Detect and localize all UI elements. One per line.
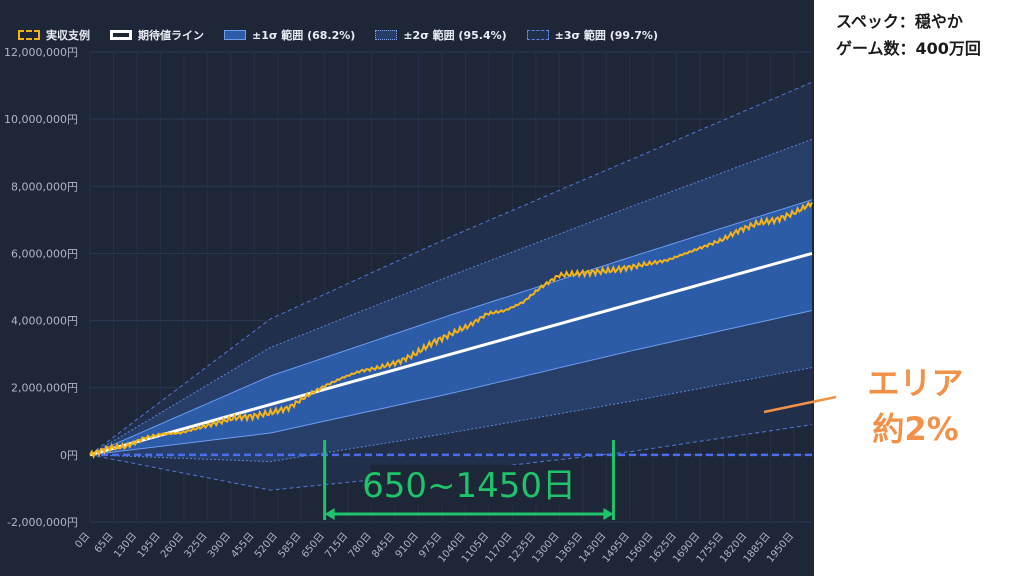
range-arrow-right-icon <box>603 508 614 520</box>
area-pointer-line <box>763 395 837 414</box>
range-arrow-left-icon <box>324 508 335 520</box>
y-tick-label: 8,000,000円 <box>11 180 78 193</box>
legend-item-expected[interactable]: 期待値ライン <box>110 27 204 43</box>
actual-swatch-icon <box>18 30 40 40</box>
sigma1-band-fill <box>90 199 812 455</box>
range-label: 650~1450日 <box>362 466 576 506</box>
area-label-title: エリア <box>867 364 964 402</box>
legend-item-sigma3[interactable]: ±3σ 範囲 (99.7%) <box>526 27 658 43</box>
legend-label-sigma2: ±2σ 範囲 (95.4%) <box>403 29 507 42</box>
legend-label-actual: 実収支例 <box>46 29 90 42</box>
y-tick-label: 4,000,000円 <box>11 315 78 328</box>
sigma1-band-lower-edge <box>89 310 813 456</box>
area-label: エリア 約2% <box>853 360 978 452</box>
sigma3-band-upper-edge <box>89 81 813 456</box>
spec-line-spec: スペック：穏やか <box>836 12 963 31</box>
series-lines <box>89 201 813 460</box>
legend-item-sigma2[interactable]: ±2σ 範囲 (95.4%) <box>375 27 507 43</box>
sigma-bands <box>89 81 813 491</box>
y-tick-label: 2,000,000円 <box>11 382 78 395</box>
sigma2-band-upper-edge <box>89 138 813 456</box>
chart-panel: 12,000,000円 10,000,000円 8,000,000円 6,000,00… <box>0 0 814 576</box>
spec-line-games: ゲーム数：400万回 <box>836 39 981 58</box>
y-tick-label: 0円 <box>60 449 78 462</box>
sigma1-band-upper-edge <box>89 199 813 456</box>
sigma2-band-lower-edge <box>89 367 813 463</box>
sigma3-swatch-icon <box>526 30 549 40</box>
y-tick-label: -2,000,000円 <box>7 516 78 529</box>
actual-line <box>89 201 813 460</box>
legend: 実収支例 期待値ライン ±1σ 範囲 (68.2%) ±2σ 範囲 (95.4%… <box>18 27 658 43</box>
legend-label-sigma3: ±3σ 範囲 (99.7%) <box>554 29 658 42</box>
expected-line <box>89 251 813 457</box>
y-tick-label: 12,000,000円 <box>4 46 78 59</box>
range-annotation: 650~1450日 <box>323 440 615 520</box>
range-label-backdrop <box>370 465 568 505</box>
sigma1-swatch-icon <box>224 30 246 40</box>
chart-svg: 12,000,000円 10,000,000円 8,000,000円 6,000,00… <box>4 46 813 565</box>
spec-info: スペック：穏やか ゲーム数：400万回 <box>836 8 981 62</box>
y-tick-label: 6,000,000円 <box>11 247 78 260</box>
legend-item-actual[interactable]: 実収支例 <box>18 27 90 43</box>
legend-label-expected: 期待値ライン <box>138 29 204 42</box>
sigma2-swatch-icon <box>375 30 398 40</box>
expected-swatch-icon <box>110 30 132 40</box>
legend-item-sigma1[interactable]: ±1σ 範囲 (68.2%) <box>224 27 355 43</box>
legend-label-sigma1: ±1σ 範囲 (68.2%) <box>252 29 356 42</box>
y-tick-label: 10,000,000円 <box>4 113 78 126</box>
area-label-percent: 約2% <box>872 410 959 448</box>
